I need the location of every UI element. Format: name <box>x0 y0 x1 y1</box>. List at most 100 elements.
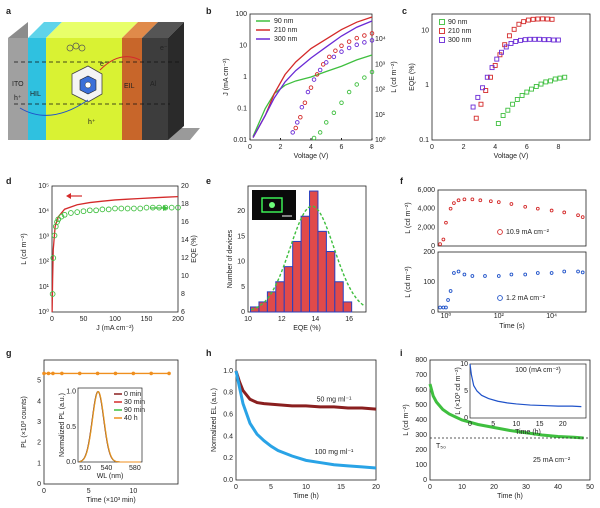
chart-b-marker-green <box>331 110 337 116</box>
chart-c-marker-green <box>562 74 568 80</box>
chart-e-xtick: 12 <box>278 316 286 323</box>
panel-a: a ITO <box>6 6 200 140</box>
chart-c-marker-green <box>514 97 520 102</box>
chart-f-marker-blue <box>448 289 453 293</box>
chart-f-marker-blue <box>483 274 487 278</box>
chart-d-ylabel: L (cd m⁻²) <box>21 233 28 264</box>
chart-h: 0 5 10 15 20 0.0 0.2 0.4 0.6 0.8 1.0 Time (h) Normal… <box>211 359 380 500</box>
chart-d-y2tick: 10 <box>181 273 189 280</box>
chart-d-y2tick: 8 <box>181 291 185 298</box>
chart-b-xtick: 6 <box>340 144 344 151</box>
chart-g-marker <box>42 371 46 376</box>
chart-g-marker <box>131 371 136 376</box>
chart-c-marker-green <box>510 101 516 107</box>
chart-d-marker-EQE <box>137 205 144 212</box>
chart-b-marker-purple <box>290 130 295 135</box>
chart-e-xtick: 14 <box>312 316 320 323</box>
chart-b-marker-green <box>354 82 360 87</box>
chart-f-marker-blue <box>462 272 467 277</box>
electron-label-1: e⁻ <box>100 61 108 68</box>
chart-b-marker-green <box>369 69 375 75</box>
chart-e-ytick: 5 <box>241 284 245 291</box>
al-top <box>142 22 184 38</box>
chart-b-marker-red <box>362 33 367 38</box>
chart-f-marker-blue <box>562 269 567 274</box>
chart-c-legend-entry: 300 nm <box>448 37 472 44</box>
chart-c-frame <box>431 13 591 141</box>
chart-c-marker-purple <box>532 36 538 42</box>
chart-d: 0 50 100 150 200 10⁰ 10¹ 10² 10³ 10⁴ 10⁵ 6 8 10 12 14 16… <box>21 183 198 332</box>
chart-e-bar <box>266 291 277 313</box>
chart-f-marker-red <box>496 200 501 204</box>
chart-d-line-L <box>51 195 179 313</box>
chart-f-sub1-frame <box>437 251 587 313</box>
chart-d-xlabel: J (mA cm⁻²) <box>96 325 134 332</box>
chart-d-ytick: 10² <box>39 259 50 266</box>
chart-g-inset-xtick: 580 <box>129 465 141 472</box>
panel-h-label: h <box>206 348 212 358</box>
chart-f-marker-blue <box>470 274 475 278</box>
chart-h-ytick: 0.8 <box>223 390 233 397</box>
chart-c-marker-red <box>483 88 489 93</box>
chart-d-xtick: 100 <box>109 316 121 323</box>
chart-c-marker-green <box>529 86 534 92</box>
chart-f-marker-red <box>448 206 453 211</box>
chart-c-marker-purple <box>503 44 509 50</box>
chart-h-ytick: 0.2 <box>223 455 233 462</box>
chart-i-ytick: 500 <box>415 402 427 409</box>
chart-c-ytick: 0.1 <box>419 137 429 144</box>
chart-i-ytick: 800 <box>415 357 427 364</box>
electron-label-2: e⁻ <box>160 45 168 52</box>
chart-c-xtick: 6 <box>525 144 529 151</box>
chart-f-ytick: 100 <box>423 279 435 286</box>
chart-d-marker-EQE <box>99 206 106 213</box>
chart-b-marker-purple <box>311 77 317 82</box>
chart-d-arrowhead-left-icon <box>66 193 71 199</box>
chart-i-inset-ytick: 5 <box>464 388 468 395</box>
chart-b-marker-red <box>346 39 352 44</box>
chart-c-marker-green <box>557 75 563 81</box>
chart-b-marker-purple <box>324 60 329 65</box>
chart-b-marker-red <box>369 31 375 36</box>
chart-c-marker-purple <box>551 37 557 43</box>
chart-c-marker-purple <box>555 37 561 43</box>
chart-g-inset-xtick: 510 <box>79 465 91 472</box>
chart-c-marker-red <box>549 16 555 22</box>
chart-c-legend-swatch <box>439 19 445 25</box>
chart-b-marker-red <box>308 85 314 90</box>
panel-g-label: g <box>6 348 12 358</box>
chart-f-marker-blue <box>535 271 540 275</box>
chart-g-inset-legend-entry: 30 min <box>124 399 145 406</box>
chart-e-xtick: 10 <box>244 316 252 323</box>
chart-g-inset-ytick: 0.0 <box>66 459 76 466</box>
panel-a-label: a <box>6 6 12 16</box>
chart-i-line-L <box>428 383 584 440</box>
chart-h-ytick: 0.0 <box>223 477 233 484</box>
chart-c-marker-purple <box>489 65 495 71</box>
chart-c-marker-red <box>516 21 522 27</box>
chart-f-marker-red <box>470 197 475 202</box>
chart-b-marker-red <box>354 35 360 41</box>
chart-b-marker-purple <box>331 54 337 60</box>
chart-f-marker-red <box>462 197 467 202</box>
chart-f-marker-red <box>438 242 442 246</box>
panel-i-label: i <box>400 348 403 358</box>
chart-d-y2tick: 20 <box>181 183 189 190</box>
eil-layer <box>122 38 142 140</box>
chart-d-marker-EQE <box>175 204 181 211</box>
chart-c-ytick: 1 <box>425 82 429 89</box>
chart-b-marker-green <box>311 135 317 141</box>
chart-c-ytick: 10 <box>421 27 429 34</box>
chart-h-ylabel: Normalized EL (a.u.) <box>211 388 218 452</box>
hil-top <box>28 22 62 38</box>
chart-d-marker-EQE <box>51 232 58 239</box>
chart-d-marker-EQE <box>80 208 87 215</box>
chart-c-marker-green <box>505 107 511 113</box>
al-side <box>168 22 184 140</box>
chart-i-legend-entry: 25 mA cm⁻² <box>533 457 571 464</box>
chart-c-marker-green <box>538 81 544 87</box>
perovskite-crystal-icon <box>71 65 103 103</box>
chart-f-marker-red <box>456 198 461 203</box>
